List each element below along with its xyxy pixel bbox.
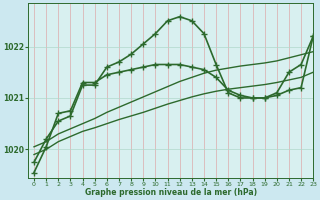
X-axis label: Graphe pression niveau de la mer (hPa): Graphe pression niveau de la mer (hPa)	[84, 188, 257, 197]
